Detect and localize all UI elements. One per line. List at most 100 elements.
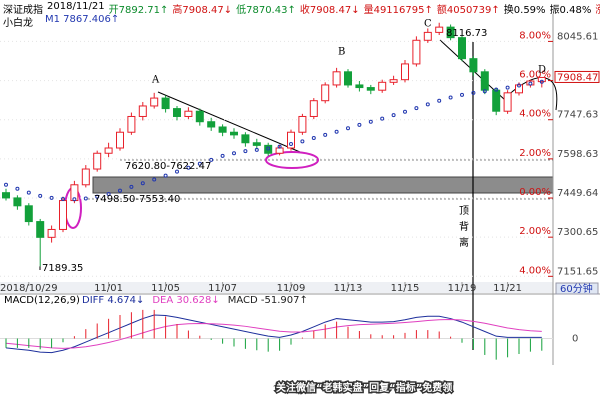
- indicator-value: M1 7867.406↑: [45, 14, 120, 25]
- y-tick-label: 7300.65: [557, 227, 598, 238]
- m1-dot: [448, 95, 453, 100]
- candle-body: [537, 76, 546, 83]
- pct-tick-label: 8.00%: [519, 30, 551, 41]
- m1-dot: [380, 116, 385, 121]
- m1-dot: [357, 122, 362, 127]
- candle-body: [309, 100, 318, 117]
- macd-line: [5, 319, 542, 349]
- candle-body: [344, 71, 352, 86]
- x-tick-label: 11/05: [151, 283, 180, 294]
- period-button: [555, 282, 599, 295]
- candle-body: [138, 105, 147, 117]
- period-label: 60分钟: [560, 282, 593, 295]
- x-tick-label: 11/21: [493, 283, 522, 294]
- m1-dot: [243, 149, 248, 154]
- m1-dot: [539, 79, 544, 84]
- x-tick-label: 11/13: [334, 283, 363, 294]
- header-item: 收7908.47↓: [299, 5, 360, 16]
- m1-dot: [83, 196, 88, 201]
- x-tick-label: 11/09: [277, 283, 306, 294]
- candle-body: [104, 147, 113, 154]
- m1-dot: [414, 106, 419, 111]
- m1-dot: [26, 190, 31, 195]
- x-tick-label: 11/01: [94, 283, 123, 294]
- footer-watermark: 关注微信“老韩实盘”回复“指标”免费领: [276, 381, 452, 394]
- candle-body: [366, 87, 375, 91]
- low-label: 7189.35: [42, 263, 83, 274]
- candle-body: [480, 71, 489, 91]
- m1-dot: [517, 83, 521, 88]
- candle-body: [446, 26, 455, 39]
- candle-body: [241, 134, 250, 144]
- candle-body: [93, 152, 102, 170]
- last-price-box: [554, 70, 600, 83]
- m1-dot: [15, 186, 20, 191]
- candle-body: [515, 84, 523, 94]
- candle-body: [127, 115, 136, 133]
- m1-dot: [186, 165, 191, 170]
- y-tick-label: 7747.63: [557, 110, 598, 121]
- x-tick-label: 11/15: [391, 283, 420, 294]
- annotation: 7620.80-7622.47: [125, 161, 211, 172]
- m1-dot: [323, 132, 328, 137]
- candle-body: [150, 97, 159, 107]
- m1-dot: [175, 169, 179, 174]
- m1-dot: [425, 102, 430, 107]
- candle-body: [24, 205, 33, 223]
- candle-body: [389, 79, 398, 83]
- y-tick-label: 8045.61: [557, 31, 598, 42]
- candle-body: [81, 168, 90, 186]
- candle-body: [298, 115, 307, 133]
- m1-dot: [334, 129, 339, 134]
- indicator-name: 小白龙: [3, 18, 33, 29]
- m1-dot: [277, 144, 282, 149]
- candle-body: [526, 80, 535, 86]
- pct-tick-label: 2.00%: [519, 148, 551, 159]
- high-label: 8116.73: [446, 28, 487, 39]
- x-tick-label: 11/07: [208, 283, 237, 294]
- pct-tick-label: 4.00%: [519, 265, 551, 276]
- m1-dot: [140, 181, 145, 186]
- m1-dot: [118, 188, 122, 193]
- m1-dot: [49, 195, 54, 200]
- candle-body: [355, 84, 364, 89]
- candle-body: [435, 26, 444, 33]
- header-item: 换0.59%: [503, 5, 546, 16]
- candle-body: [173, 108, 181, 117]
- header-item: 2018/11/21: [47, 1, 105, 12]
- annotation: A: [151, 75, 160, 86]
- gap-band: [92, 176, 554, 194]
- m1-dot: [61, 196, 65, 201]
- m1-dot: [4, 182, 8, 187]
- m1-dot: [311, 136, 316, 141]
- legend-entry: MACD -51.907↑: [228, 295, 308, 306]
- header-item: 涨(15.32): [595, 1, 600, 16]
- legend-entry: DIFF 4.674↓: [82, 295, 144, 306]
- m1-dot: [505, 85, 510, 90]
- m1-dot: [95, 194, 100, 199]
- m1-dot: [403, 109, 407, 114]
- candle-body: [252, 142, 261, 146]
- m1-dot: [528, 81, 533, 86]
- candle-body: [287, 131, 295, 149]
- last-price-label: 7908.47: [557, 72, 598, 83]
- pct-tick-label: 4.00%: [519, 109, 551, 120]
- x-tick-label: 2018/10/29: [0, 283, 58, 294]
- m1-dot: [437, 98, 442, 103]
- candle-body: [218, 126, 227, 133]
- m1-dot: [300, 139, 305, 144]
- candle-body: [503, 92, 512, 112]
- candle-body: [36, 221, 45, 238]
- m1-dot: [38, 193, 43, 198]
- candle-body: [13, 197, 22, 207]
- candle-body: [161, 97, 170, 110]
- m1-dot: [391, 113, 396, 118]
- candle-body: [458, 37, 466, 60]
- pct-tick-label: 6.00%: [519, 70, 551, 81]
- legend-entry: DEA 30.628↓: [152, 295, 219, 306]
- annotation: D: [538, 65, 546, 76]
- header-item: 量49116795↑: [363, 5, 433, 16]
- trend-line: [157, 91, 301, 153]
